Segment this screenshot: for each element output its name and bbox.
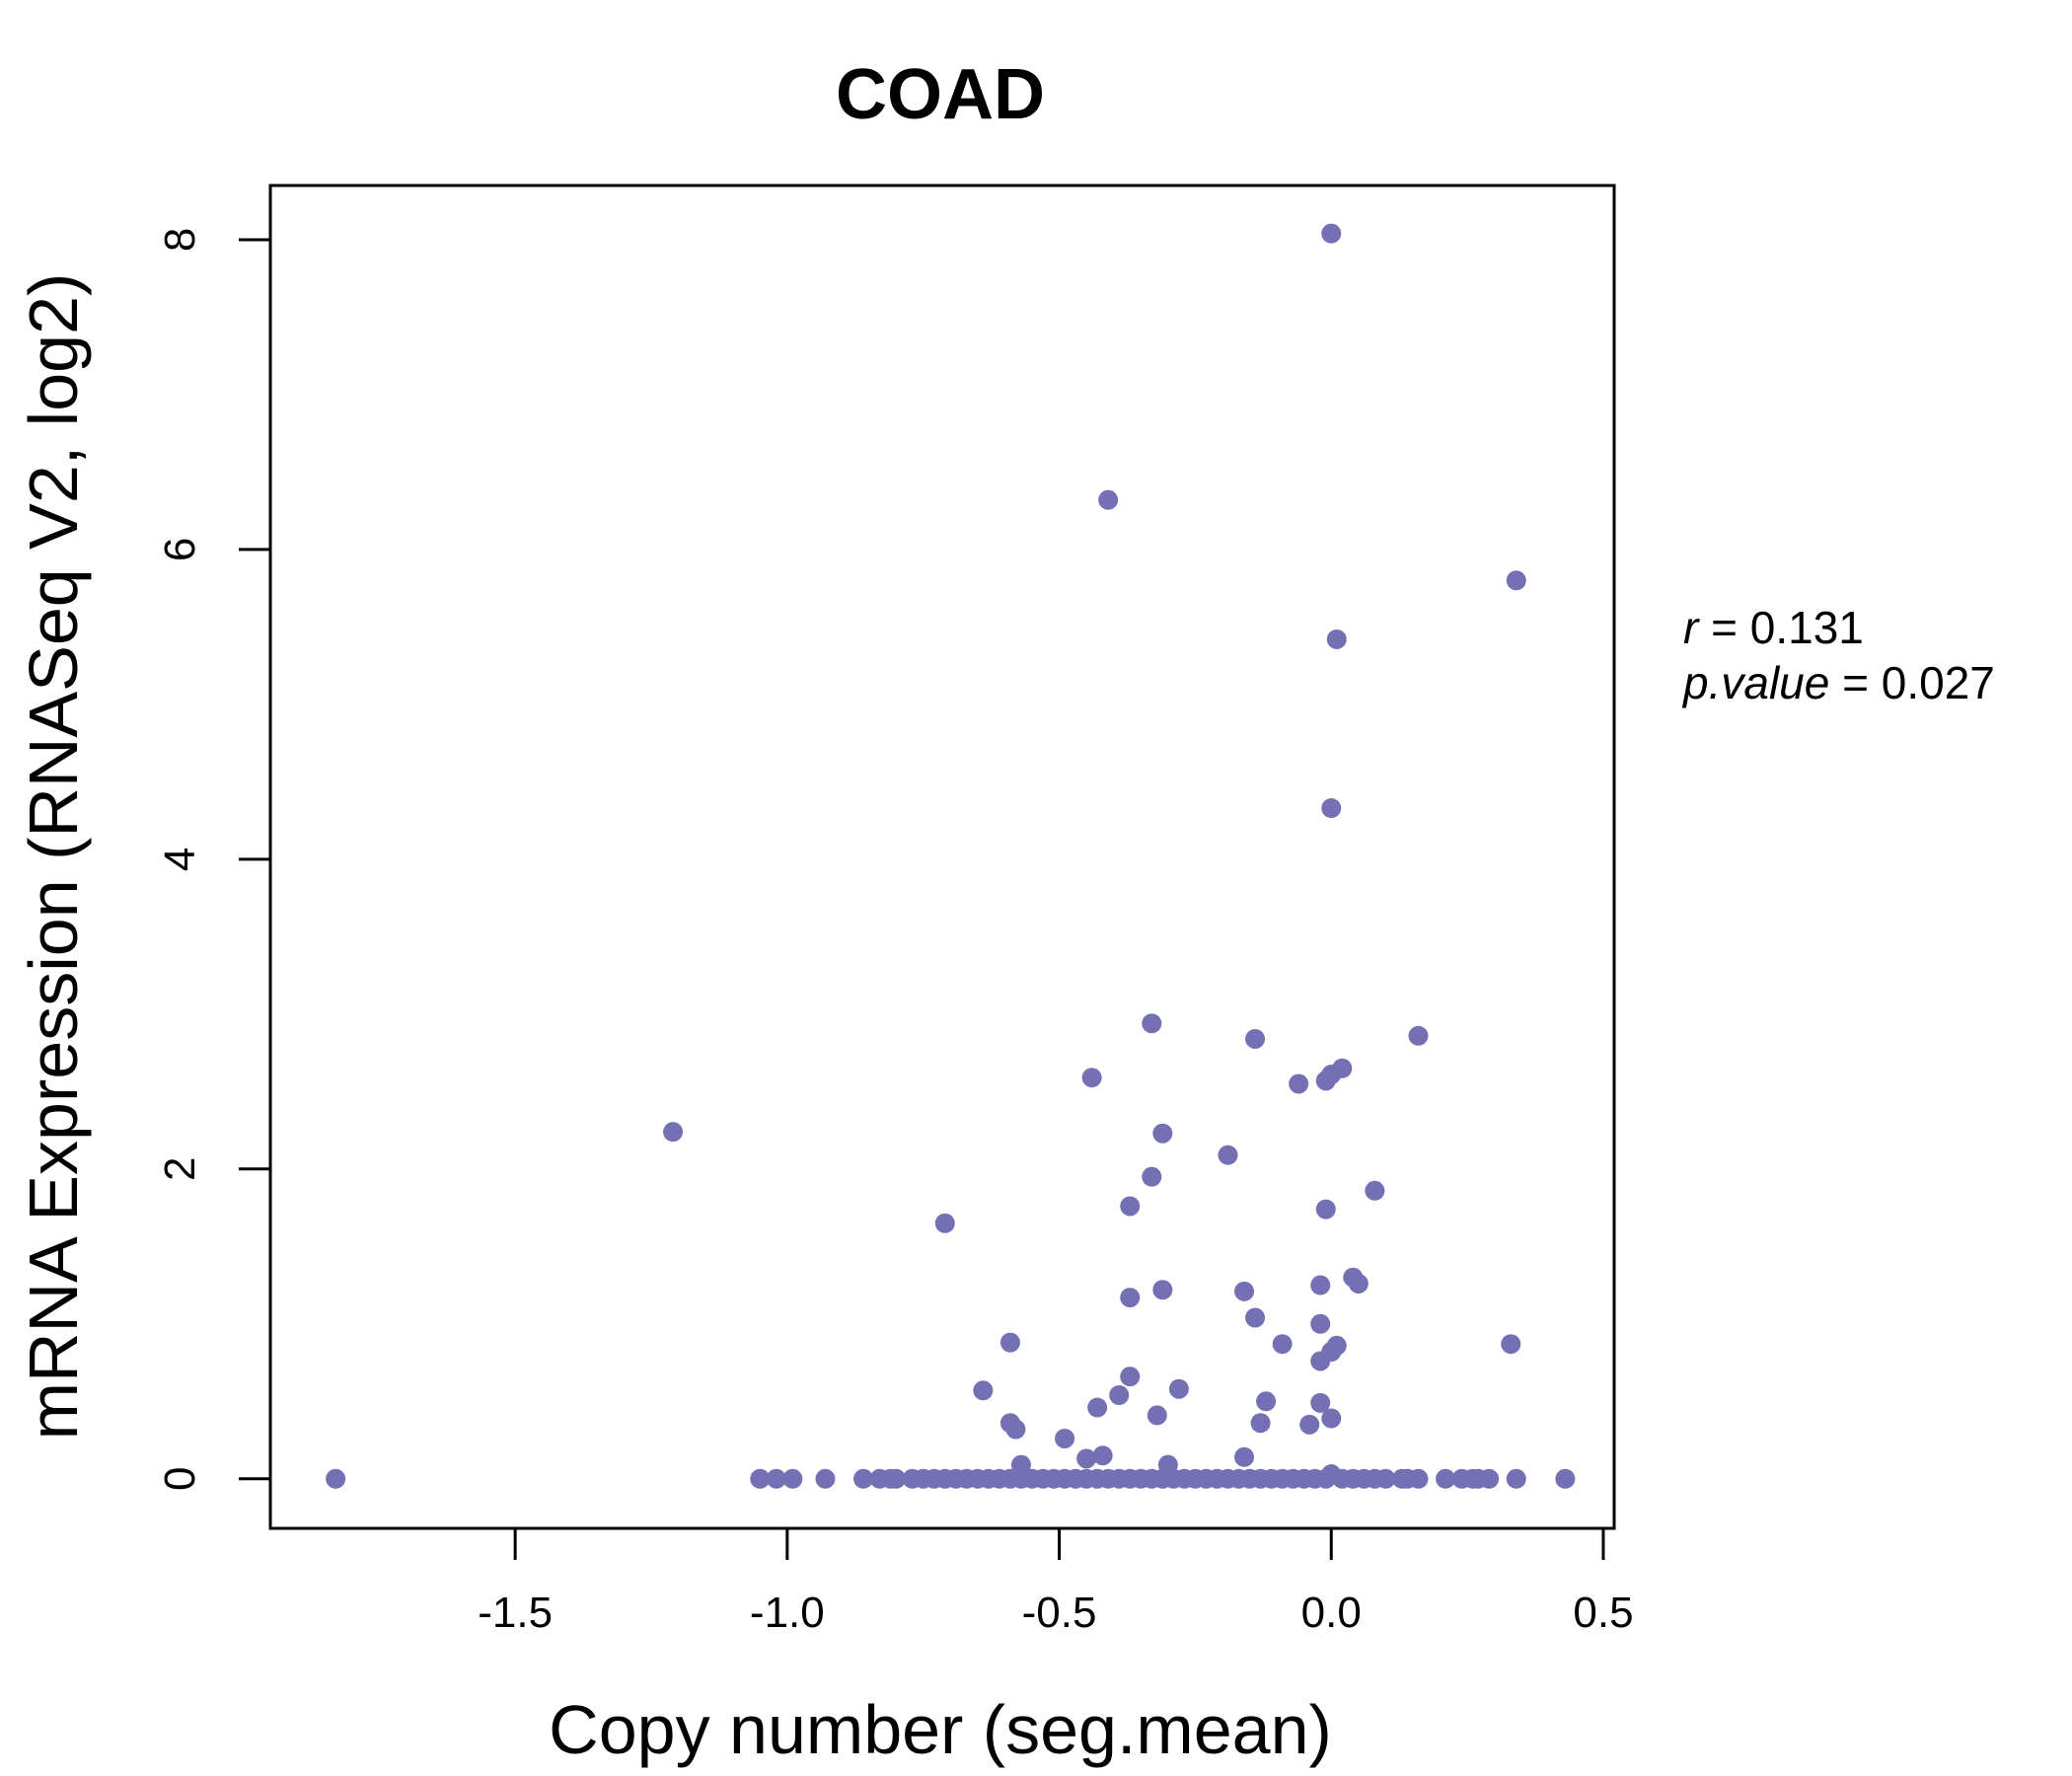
data-points xyxy=(326,223,1576,1489)
data-point xyxy=(1436,1468,1456,1489)
x-tick-label: 0.0 xyxy=(1301,1589,1362,1637)
x-tick-label: -1.0 xyxy=(750,1589,825,1637)
data-point xyxy=(1256,1391,1277,1412)
data-point xyxy=(1234,1281,1255,1301)
data-point xyxy=(1310,1392,1331,1413)
data-point xyxy=(1272,1334,1293,1355)
x-axis-title: Copy number (seg.mean) xyxy=(549,1691,1332,1768)
y-axis: 0 2 4 6 8 xyxy=(156,228,272,1491)
y-tick-label: 6 xyxy=(156,538,204,561)
equals-sign: = xyxy=(1842,657,1882,708)
data-point xyxy=(1408,1468,1429,1489)
x-tick-label: -0.5 xyxy=(1022,1589,1097,1637)
data-point xyxy=(782,1468,803,1489)
data-point xyxy=(1375,1468,1396,1489)
y-tick-label: 4 xyxy=(156,848,204,871)
data-point xyxy=(973,1380,994,1401)
data-point xyxy=(1506,570,1526,591)
data-point xyxy=(1555,1468,1576,1489)
data-point xyxy=(766,1468,786,1489)
data-point xyxy=(1250,1413,1271,1434)
data-point xyxy=(1120,1288,1141,1308)
chart-title: COAD xyxy=(836,55,1045,134)
data-point xyxy=(1152,1123,1173,1144)
data-point xyxy=(1087,1397,1108,1418)
data-point xyxy=(1245,1028,1266,1049)
data-point xyxy=(1055,1428,1075,1448)
data-point xyxy=(1326,629,1347,649)
data-point xyxy=(663,1122,684,1143)
data-point xyxy=(1092,1445,1113,1466)
y-tick-label: 0 xyxy=(156,1467,204,1491)
data-point xyxy=(853,1468,874,1489)
data-point xyxy=(1321,1408,1342,1429)
data-point xyxy=(1157,1454,1178,1475)
p-value-value: 0.027 xyxy=(1882,657,1995,708)
data-point xyxy=(1348,1273,1369,1294)
data-point xyxy=(1332,1058,1353,1078)
data-point xyxy=(326,1468,346,1489)
data-point xyxy=(1147,1405,1167,1426)
plot-frame xyxy=(268,184,1616,1530)
x-axis: -1.5 -1.0 -0.5 0.0 0.5 xyxy=(478,1526,1634,1637)
data-point xyxy=(1098,489,1119,510)
data-point xyxy=(1120,1367,1141,1387)
data-point xyxy=(1142,1013,1162,1034)
data-point xyxy=(1076,1448,1097,1469)
data-point xyxy=(934,1213,955,1233)
data-point xyxy=(1168,1378,1189,1399)
data-point xyxy=(1479,1468,1500,1489)
data-point xyxy=(1501,1334,1521,1355)
data-point xyxy=(1005,1419,1026,1440)
x-tick-label: -1.5 xyxy=(478,1589,553,1637)
data-point xyxy=(1299,1414,1320,1435)
data-point xyxy=(886,1468,907,1489)
correlation-value: 0.131 xyxy=(1750,602,1864,653)
data-point xyxy=(1218,1145,1238,1165)
data-point xyxy=(1321,798,1342,819)
data-point xyxy=(999,1332,1020,1353)
y-axis-title: mRNA Expression (RNASeq V2, log2) xyxy=(15,273,92,1441)
p-value-label: p.value xyxy=(1681,657,1829,708)
y-tick-label: 2 xyxy=(156,1157,204,1181)
correlation-label: r xyxy=(1683,602,1700,653)
data-point xyxy=(815,1468,836,1489)
data-point xyxy=(1321,223,1342,244)
equals-sign: = xyxy=(1711,602,1750,653)
correlation-stat: r = 0.131 xyxy=(1683,602,1864,653)
data-point xyxy=(1010,1454,1031,1475)
data-point xyxy=(1315,1199,1336,1220)
data-point xyxy=(1120,1196,1141,1217)
data-point xyxy=(1408,1025,1429,1046)
data-point xyxy=(1310,1275,1331,1295)
data-point xyxy=(1245,1307,1266,1328)
y-tick-label: 8 xyxy=(156,228,204,252)
data-point xyxy=(1310,1313,1331,1334)
data-point xyxy=(1234,1446,1255,1467)
data-point xyxy=(1365,1180,1385,1201)
data-point xyxy=(1109,1384,1130,1405)
data-point xyxy=(1506,1468,1526,1489)
p-value-stat: p.value = 0.027 xyxy=(1681,657,1995,708)
data-point xyxy=(1152,1280,1173,1300)
x-tick-label: 0.5 xyxy=(1573,1589,1633,1637)
data-point xyxy=(750,1468,771,1489)
data-point xyxy=(1289,1073,1309,1094)
data-point xyxy=(1081,1068,1102,1088)
data-point xyxy=(1142,1166,1162,1187)
data-point xyxy=(1326,1335,1347,1356)
